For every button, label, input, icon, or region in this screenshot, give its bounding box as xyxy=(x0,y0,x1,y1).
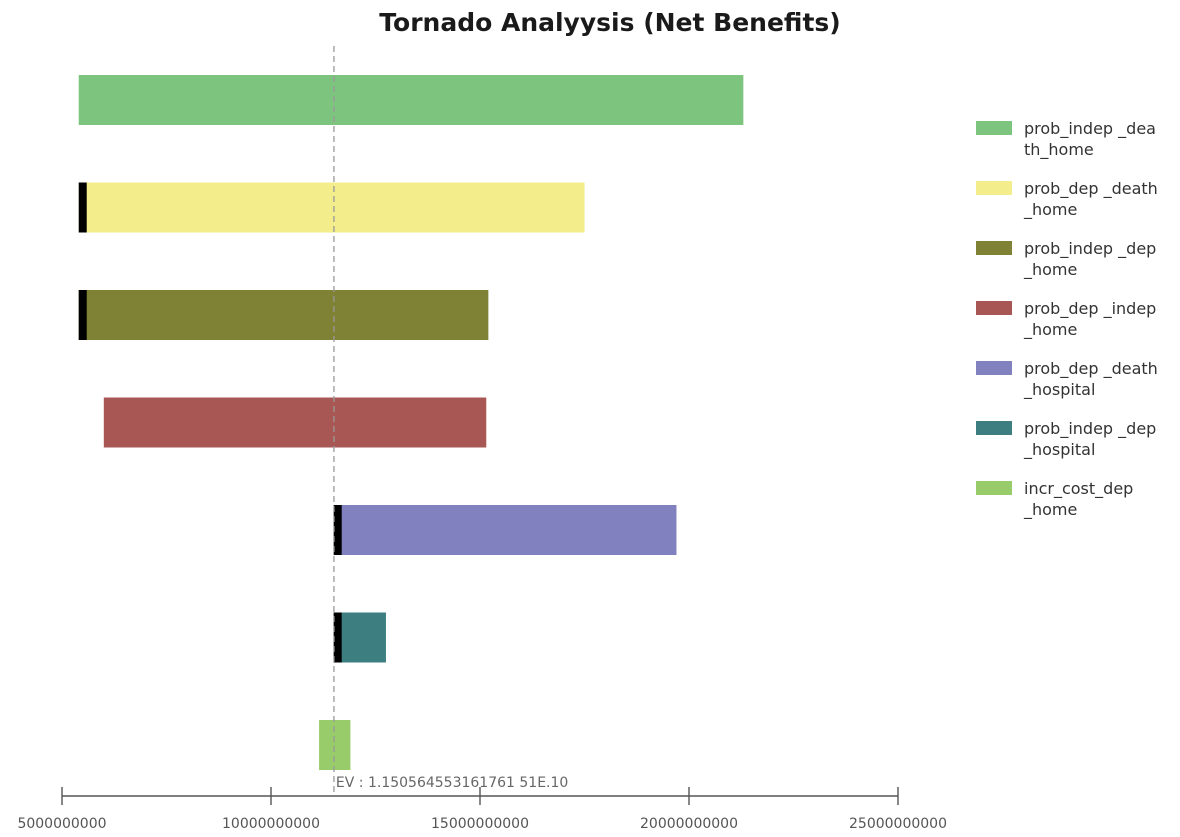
x-tick-label: 15000000000 xyxy=(431,816,529,832)
bar-base-marker xyxy=(78,290,87,340)
legend-label: prob_indep _dea xyxy=(1024,119,1156,139)
legend-label: _hospital xyxy=(1023,380,1095,400)
legend-label: prob_dep _death xyxy=(1024,179,1158,199)
x-tick-label: 5000000000 xyxy=(17,816,106,832)
legend-label: prob_dep _indep xyxy=(1024,299,1156,319)
bar-base-marker xyxy=(78,182,87,233)
legend-label: th_home xyxy=(1024,140,1094,160)
x-tick-label: 10000000000 xyxy=(222,816,320,832)
bar-prob-indep-death-home xyxy=(78,75,744,125)
legend-label: _hospital xyxy=(1023,440,1095,460)
legend-label: _home xyxy=(1023,320,1077,340)
legend-label: prob_indep _dep xyxy=(1024,419,1156,439)
legend-swatch xyxy=(976,121,1012,135)
bar-prob-indep-dep-home xyxy=(78,290,489,340)
bar-incr-cost-dep-home xyxy=(319,720,351,770)
legend-swatch xyxy=(976,241,1012,255)
x-axis: 5000000000 10000000000 15000000000 20000000… xyxy=(17,787,947,832)
ev-label: EV : 1.150564553161761 51E.10 xyxy=(336,775,568,791)
bar-prob-dep-death-home xyxy=(78,182,585,233)
legend-label: incr_cost_dep xyxy=(1024,479,1133,499)
legend-swatch xyxy=(976,421,1012,435)
bar-prob-dep-death-hospital xyxy=(333,505,677,555)
chart-title: Tornado Analyysis (Net Benefits) xyxy=(379,8,840,37)
legend-label: _home xyxy=(1023,200,1077,220)
x-tick-label: 25000000000 xyxy=(849,816,947,832)
bars-layer xyxy=(78,75,744,770)
legend-label: prob_dep _death xyxy=(1024,359,1158,379)
bar-base-marker xyxy=(333,505,342,555)
legend-swatch xyxy=(976,361,1012,375)
bar-prob-dep-indep-home xyxy=(103,397,487,448)
x-tick-label: 20000000000 xyxy=(640,816,738,832)
legend-swatch xyxy=(976,301,1012,315)
legend-swatch xyxy=(976,181,1012,195)
bar-prob-indep-dep-hospital xyxy=(333,612,386,663)
legend-label: prob_indep _dep xyxy=(1024,239,1156,259)
bar-base-marker xyxy=(333,612,342,663)
legend-label: _home xyxy=(1023,500,1077,520)
ev-layer: EV : 1.150564553161761 51E.10 xyxy=(333,46,568,792)
legend-label: _home xyxy=(1023,260,1077,280)
legend-swatch xyxy=(976,481,1012,495)
